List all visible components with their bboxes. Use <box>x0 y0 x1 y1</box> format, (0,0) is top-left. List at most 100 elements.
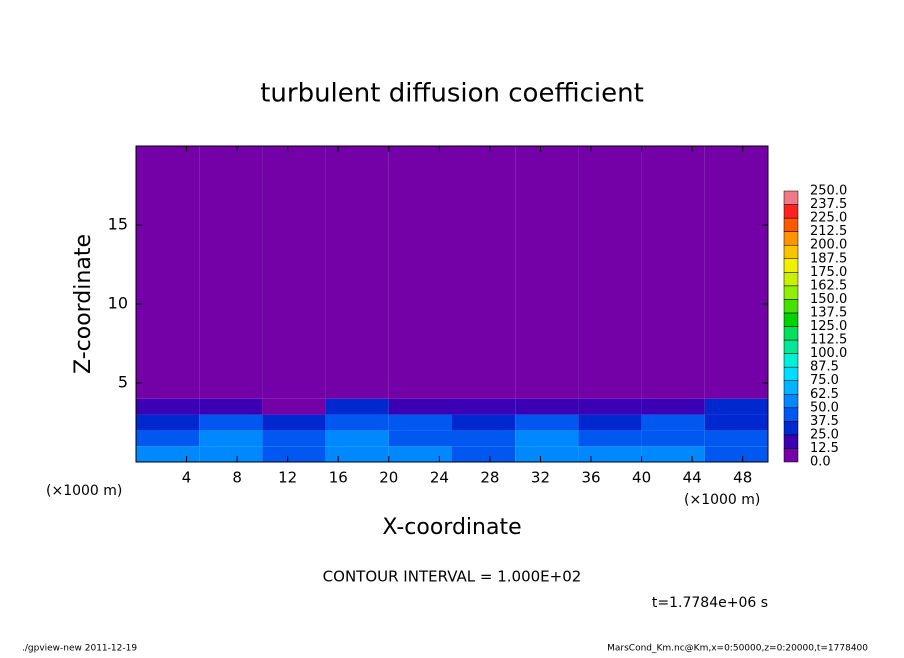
colorbar-band <box>783 272 799 287</box>
field-cell <box>452 146 516 383</box>
colorbar-label: 25.0 <box>810 427 839 442</box>
field-cell <box>136 398 200 415</box>
colorbar-band <box>783 407 799 422</box>
y-axis-label: Z-coordinate <box>71 234 96 374</box>
x-unit-label: (×1000 m) <box>46 483 122 499</box>
colorbar-band <box>783 299 799 314</box>
field-cell <box>578 146 642 383</box>
colorbar-band <box>783 366 799 381</box>
field-cell <box>704 398 768 415</box>
field-cell <box>452 383 516 399</box>
field-cell <box>578 414 642 431</box>
field-cell <box>262 383 326 399</box>
y-tick-label: 15 <box>108 215 128 234</box>
colorbar-band <box>783 204 799 219</box>
colorbar-label: 162.5 <box>810 278 847 293</box>
colorbar-band <box>783 217 799 232</box>
field-cell <box>136 383 200 399</box>
field-cell <box>515 146 579 383</box>
x-tick-label: 12 <box>278 469 297 487</box>
field-cell <box>704 383 768 399</box>
footer-left: ./gpview-new 2011-12-19 <box>22 644 137 654</box>
colorbar-label: 87.5 <box>810 360 839 375</box>
chart-title: turbulent diffusion coefficient <box>260 79 644 109</box>
colorbar-label: 225.0 <box>810 211 847 226</box>
colorbar-band <box>783 434 799 449</box>
x-tick-label: 28 <box>480 469 499 487</box>
field-cell <box>641 398 705 415</box>
contour-interval: CONTOUR INTERVAL = 1.000E+02 <box>323 568 582 586</box>
x-tick-label: 32 <box>531 469 550 487</box>
colorbar-band <box>783 285 799 300</box>
colorbar-label: 200.0 <box>810 238 847 253</box>
field-cell <box>136 414 200 431</box>
field-cell <box>452 398 516 415</box>
field-cell <box>515 430 579 447</box>
x-tick-label: 4 <box>182 469 192 487</box>
x-tick-label: 36 <box>581 469 600 487</box>
field-cell <box>262 446 326 462</box>
colorbar-label: 125.0 <box>810 319 847 334</box>
colorbar-band <box>783 353 799 368</box>
colorbar-band <box>783 380 799 395</box>
x-tick-label: 48 <box>733 469 752 487</box>
colorbar-label: 237.5 <box>810 197 847 212</box>
colorbar-label: 150.0 <box>810 292 847 307</box>
field-cell <box>199 146 263 383</box>
field-cell <box>388 398 452 415</box>
x-tick-label: 24 <box>430 469 449 487</box>
field-cell <box>641 414 705 431</box>
field-cell <box>199 430 263 447</box>
field-cell <box>578 383 642 399</box>
field-cell <box>515 446 579 462</box>
x-tick-label: 44 <box>683 469 702 487</box>
field-cell <box>704 446 768 462</box>
field-cell <box>262 430 326 447</box>
y-tick-label: 10 <box>108 294 128 313</box>
colorbar-label: 187.5 <box>810 251 847 266</box>
field-cell <box>199 414 263 431</box>
field-cell <box>704 430 768 447</box>
field-cell <box>262 414 326 431</box>
time-label: t=1.7784e+06 s <box>652 595 768 611</box>
field-cell <box>199 383 263 399</box>
colorbar-band <box>783 190 799 205</box>
field-cell <box>641 446 705 462</box>
y-tick-label: 5 <box>118 373 128 392</box>
colorbar-label: 112.5 <box>810 333 847 348</box>
field-cell <box>325 398 389 415</box>
field-cell <box>452 430 516 447</box>
colorbar-label: 12.5 <box>810 441 839 456</box>
colorbar-label: 50.0 <box>810 400 839 415</box>
field-cell <box>515 398 579 415</box>
field-cell <box>641 146 705 383</box>
colorbar-band <box>783 231 799 246</box>
footer-right: MarsCond_Km.nc@Km,x=0:50000,z=0:20000,t=… <box>607 644 868 654</box>
field-cell <box>325 414 389 431</box>
field-cell <box>136 446 200 462</box>
colorbar-band <box>783 258 799 273</box>
colorbar-band <box>783 394 799 409</box>
colorbar-label: 212.5 <box>810 224 847 239</box>
colorbar-label: 250.0 <box>810 184 847 199</box>
field-cell <box>578 430 642 447</box>
colorbar-label: 0.0 <box>810 455 831 470</box>
field-cell <box>388 383 452 399</box>
field-cell <box>136 430 200 447</box>
colorbar-label: 75.0 <box>810 373 839 388</box>
colorbar-band <box>783 339 799 354</box>
field-cell <box>325 446 389 462</box>
colorbar-label: 137.5 <box>810 305 847 320</box>
x-unit-label: (×1000 m) <box>684 492 760 508</box>
x-tick-label: 16 <box>329 469 348 487</box>
field-cell <box>325 430 389 447</box>
field-cell <box>704 146 768 383</box>
colorbar-label: 100.0 <box>810 346 847 361</box>
field-cell <box>388 446 452 462</box>
x-tick-label: 8 <box>232 469 242 487</box>
colorbar-label: 62.5 <box>810 387 839 402</box>
colorbar-band <box>783 448 799 463</box>
x-tick-label: 40 <box>632 469 651 487</box>
colorbar-label: 37.5 <box>810 414 839 429</box>
